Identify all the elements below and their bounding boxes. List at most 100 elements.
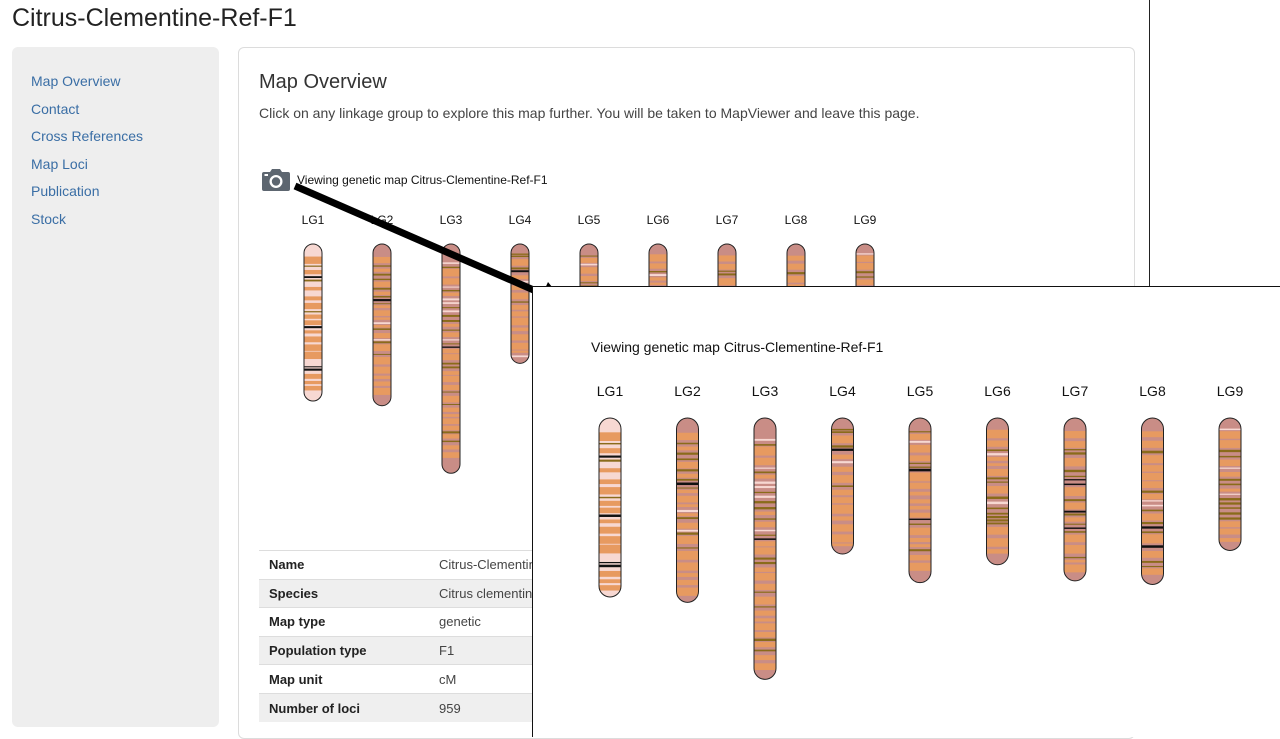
locus-band (442, 278, 460, 285)
locus-band (676, 469, 699, 472)
locus-band (986, 519, 1009, 522)
locus-band (1064, 457, 1086, 467)
locus-band (599, 526, 621, 534)
lg-lg4[interactable] (510, 243, 530, 364)
locus-band (511, 280, 529, 283)
locus-band (986, 440, 1009, 447)
locus-band (676, 489, 699, 494)
locus-band (754, 444, 776, 446)
locus-band (1064, 483, 1086, 486)
locus-band (986, 456, 1009, 461)
locus-band (599, 514, 621, 517)
locus-band (986, 522, 1009, 525)
locus-band (856, 253, 874, 255)
locus-band (1141, 551, 1164, 558)
sidebar-item-map-loci[interactable]: Map Loci (31, 155, 88, 172)
locus-band (442, 395, 460, 403)
locus-band (986, 453, 1009, 456)
locus-band (373, 268, 391, 272)
lg-lg2-body (373, 244, 391, 406)
zoom-lg-lg6[interactable] (986, 417, 1009, 566)
sidebar-item-contact[interactable]: Contact (31, 100, 80, 117)
sidebar-item-stock[interactable]: Stock (31, 210, 67, 227)
locus-band (909, 554, 931, 561)
lg-lg1[interactable] (303, 243, 323, 402)
zoom-lg-lg1[interactable] (598, 417, 622, 598)
locus-band (787, 263, 805, 270)
locus-band (1219, 502, 1241, 505)
zoom-lg-lg9[interactable] (1218, 417, 1242, 551)
locus-band (511, 259, 529, 266)
zoom-lg-lg3[interactable] (753, 417, 777, 680)
locus-band (1219, 455, 1241, 458)
locus-band (1141, 431, 1164, 438)
locus-band (442, 307, 460, 309)
locus-band (1219, 428, 1241, 431)
locus-band (1141, 493, 1164, 500)
locus-band (1141, 534, 1164, 544)
locus-band (580, 263, 598, 266)
zoom-linkage-map[interactable]: LG1 LG2 LG3 LG4 LG5 LG6 LG7 LG8 LG9 (533, 287, 1280, 737)
locus-band (831, 448, 854, 451)
details-label: Map unit (269, 671, 323, 687)
lg-label-lg4: LG4 (509, 213, 532, 227)
zoom-lg-lg5[interactable] (908, 417, 932, 584)
locus-band (599, 455, 621, 458)
lg-lg3[interactable] (441, 243, 461, 474)
zoom-lg-label-lg6: LG6 (984, 383, 1011, 399)
locus-band (442, 323, 460, 327)
zoom-lg-lg7-outline (1063, 417, 1087, 582)
locus-band (856, 279, 874, 285)
locus-band (831, 445, 854, 448)
locus-band (754, 606, 776, 608)
locus-band (831, 489, 854, 496)
locus-band (831, 524, 854, 532)
locus-band (909, 455, 931, 462)
sidebar-item-cross-references[interactable]: Cross References (31, 128, 144, 145)
locus-band (1141, 565, 1164, 568)
zoom-lg-lg2[interactable] (676, 417, 699, 603)
locus-band (754, 457, 776, 466)
locus-band (676, 547, 699, 549)
zoom-lg-lg7[interactable] (1063, 417, 1087, 582)
locus-band (649, 277, 667, 281)
details-value: F1 (439, 643, 455, 659)
locus-band (718, 278, 736, 286)
locus-band (580, 255, 598, 257)
locus-band (599, 585, 621, 591)
locus-band (754, 511, 776, 516)
locus-band (373, 305, 391, 308)
lg-lg2[interactable] (372, 243, 392, 407)
zoom-lg-label-lg9: LG9 (1217, 383, 1244, 399)
zoom-lg-lg8[interactable] (1141, 417, 1164, 585)
locus-band (909, 562, 931, 571)
locus-band (304, 373, 322, 379)
locus-band (442, 375, 460, 383)
locus-band (676, 517, 699, 520)
locus-band (580, 282, 598, 284)
locus-band (986, 515, 1009, 519)
locus-band (599, 564, 621, 568)
sidebar-item-publication[interactable]: Publication (31, 183, 100, 200)
details-label: Number of loci (269, 700, 361, 716)
locus-band (304, 351, 322, 360)
locus-band (373, 328, 391, 330)
locus-band (754, 518, 776, 520)
locus-band (599, 474, 621, 477)
locus-band (1064, 441, 1086, 448)
locus-band (754, 486, 776, 489)
locus-band (754, 632, 776, 638)
locus-band (1219, 512, 1241, 515)
camera-icon[interactable] (261, 168, 291, 192)
locus-band (373, 375, 391, 379)
locus-band (909, 537, 931, 543)
locus-band (676, 482, 699, 486)
viewing-map-label: Viewing genetic map Citrus-Clementine-Re… (297, 173, 548, 187)
locus-band (1141, 531, 1164, 534)
sidebar-item-map-overview[interactable]: Map Overview (31, 73, 121, 89)
locus-band (754, 481, 776, 484)
locus-band (787, 275, 805, 283)
locus-band (754, 521, 776, 528)
zoom-lg-lg4[interactable] (831, 417, 854, 555)
locus-band (909, 462, 931, 465)
